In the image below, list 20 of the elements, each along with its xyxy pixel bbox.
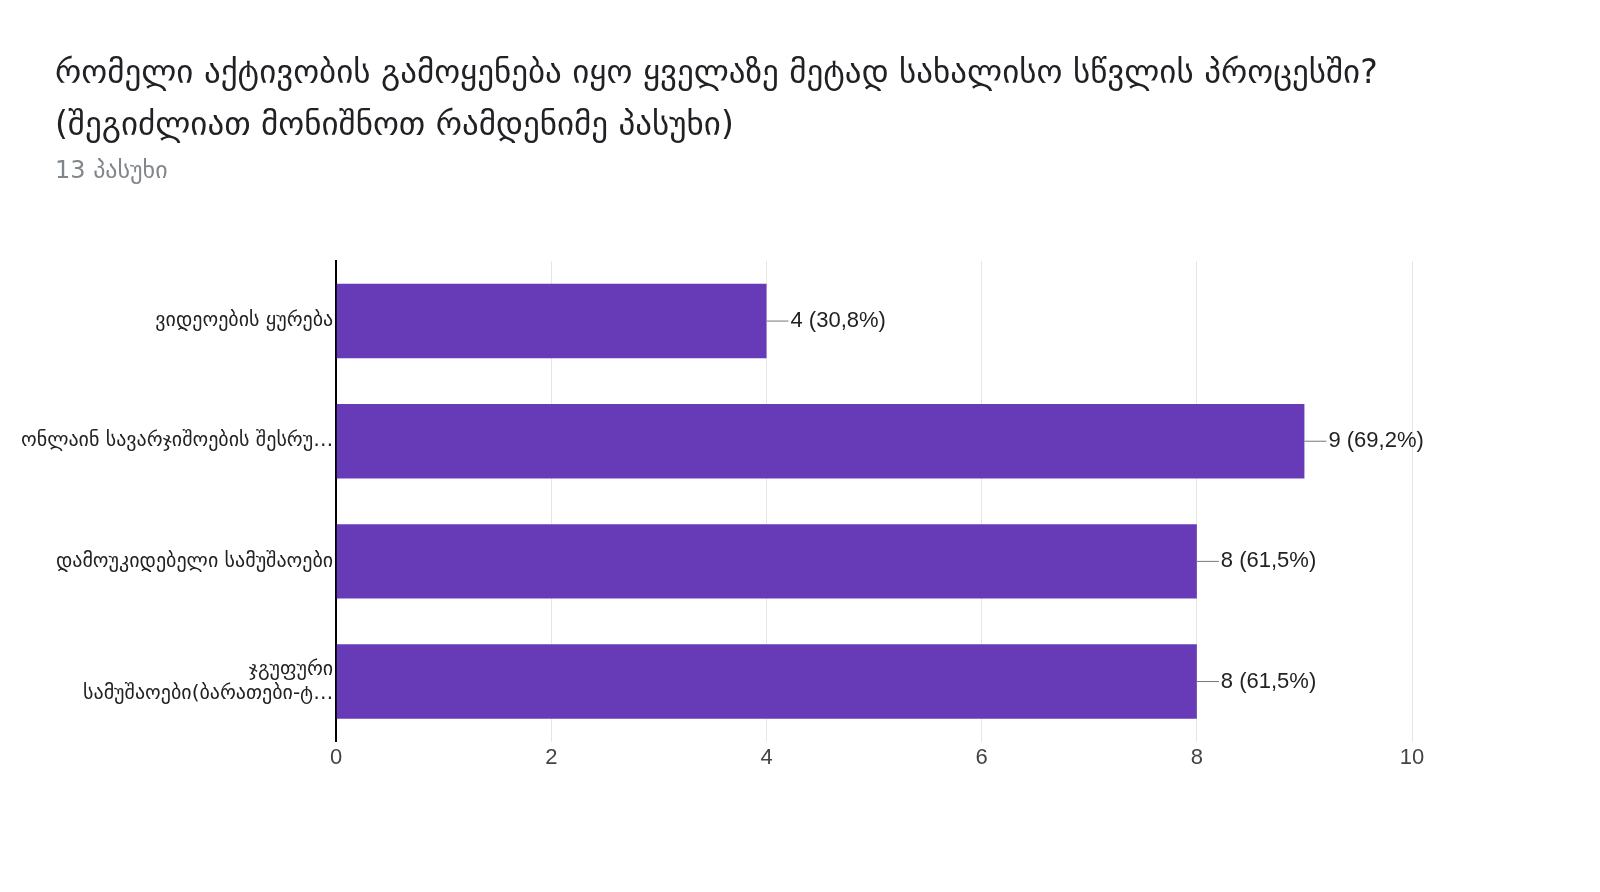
- bar: [336, 403, 1305, 479]
- data-label: 4 (30,8%): [790, 307, 886, 333]
- x-tick-label: 10: [1399, 743, 1425, 769]
- x-tick-label: 0: [330, 743, 343, 769]
- x-tick-label: 4: [760, 743, 773, 769]
- bar: [336, 283, 767, 359]
- bar: [336, 524, 1197, 599]
- data-label: 9 (69,2%): [1328, 427, 1424, 453]
- y-tick-label: ჯგუფური სამუშაოები(ბარათები-ტ…: [83, 655, 334, 704]
- bar: [336, 644, 1197, 719]
- chart-title: რომელი აქტივობის გამოყენება იყო ყველაზე მეტად სახალისო სწვლის პროცესში?(შეგიძლიათ მონიშნოთ რამდენიმე პასუხი): [55, 51, 1379, 145]
- x-tick-label: 6: [975, 743, 988, 769]
- y-tick-label: ვიდეოების ყურება: [155, 307, 334, 332]
- data-label: 8 (61,5%): [1220, 547, 1317, 573]
- x-tick-label: 8: [1190, 743, 1203, 769]
- y-tick-label: ონლაინ სავარჯიშოების შესრუ…: [20, 427, 334, 452]
- y-tick-label: დამოუკიდებელი სამუშაოები: [55, 547, 334, 572]
- data-label: 8 (61,5%): [1220, 667, 1317, 693]
- text: 13 პასუხი: [55, 156, 169, 184]
- x-tick-label: 2: [545, 743, 558, 769]
